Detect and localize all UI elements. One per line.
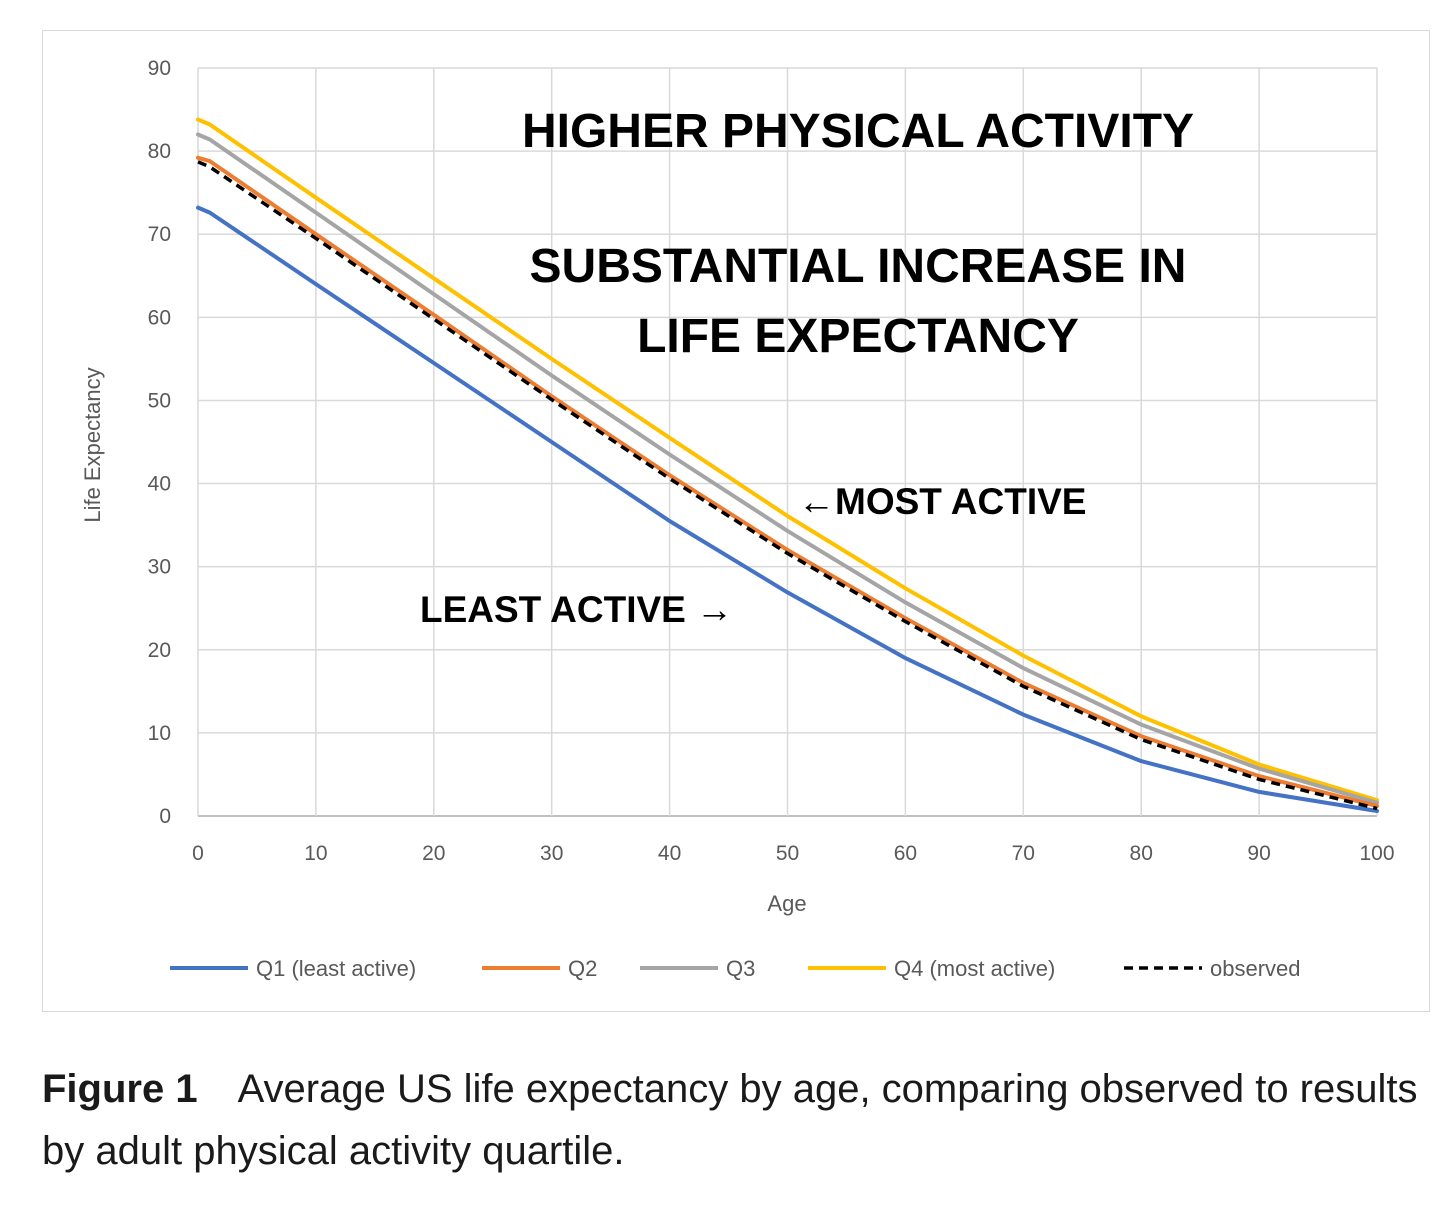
figure-caption: Figure 1 Average US life expectancy by ag… — [42, 1058, 1432, 1182]
x-axis-title: Age — [767, 891, 806, 916]
y-tick-label: 20 — [148, 639, 171, 662]
x-tick-label: 30 — [540, 842, 563, 865]
annotation-higher-activity: HIGHER PHYSICAL ACTIVITY — [522, 105, 1194, 158]
series-line-5 — [197, 160, 1378, 811]
y-tick-label: 50 — [148, 389, 171, 412]
legend-label-5: observed — [1210, 956, 1301, 981]
legend-label-3: Q3 — [726, 956, 755, 981]
y-tick-label: 80 — [148, 140, 171, 163]
series-line-3 — [196, 132, 1379, 805]
y-axis-title: Life Expectancy — [80, 367, 105, 522]
x-tick-label: 90 — [1247, 842, 1270, 865]
legend-label-2: Q2 — [568, 956, 597, 981]
line-chart: 0 10 20 30 40 50 60 70 80 90 0 10 20 30 40 50 60 70 80 90 1… — [80, 57, 1395, 981]
x-tick-label: 0 — [192, 842, 204, 865]
legend: Q1 (least active) Q2 Q3 Q4 (most active) obs… — [170, 956, 1301, 981]
caption-label: Figure 1 — [42, 1067, 198, 1111]
x-tick-label: 20 — [422, 842, 445, 865]
y-tick-label: 10 — [148, 722, 171, 745]
x-axis-ticks: 0 10 20 30 40 50 60 70 80 90 100 — [192, 842, 1394, 865]
gridlines — [197, 67, 1378, 817]
series-line-4 — [196, 117, 1379, 803]
legend-label-1: Q1 (least active) — [256, 956, 416, 981]
y-tick-label: 70 — [148, 223, 171, 246]
y-tick-label: 0 — [159, 805, 171, 828]
y-axis-ticks: 0 10 20 30 40 50 60 70 80 90 — [148, 57, 171, 828]
annotation-least-active: LEAST ACTIVE → — [420, 589, 733, 630]
series-lines — [196, 117, 1379, 813]
y-tick-label: 30 — [148, 556, 171, 579]
x-tick-label: 70 — [1012, 842, 1035, 865]
series-line-1 — [196, 205, 1379, 813]
annotation-substantial-increase: SUBSTANTIAL INCREASE IN — [530, 240, 1187, 293]
x-tick-label: 60 — [894, 842, 917, 865]
y-tick-label: 90 — [148, 57, 171, 80]
annotation-most-active: ←MOST ACTIVE — [798, 481, 1086, 522]
series-line-2 — [196, 155, 1379, 808]
y-tick-label: 40 — [148, 473, 171, 496]
x-tick-label: 50 — [776, 842, 799, 865]
annotation-life-expectancy: LIFE EXPECTANCY — [637, 310, 1079, 363]
x-tick-label: 80 — [1130, 842, 1153, 865]
y-tick-label: 60 — [148, 306, 171, 329]
x-tick-label: 40 — [658, 842, 681, 865]
legend-label-4: Q4 (most active) — [894, 956, 1055, 981]
caption-text: Average US life expectancy by age, compa… — [42, 1067, 1418, 1173]
x-tick-label: 10 — [304, 842, 327, 865]
x-tick-label: 100 — [1359, 842, 1394, 865]
